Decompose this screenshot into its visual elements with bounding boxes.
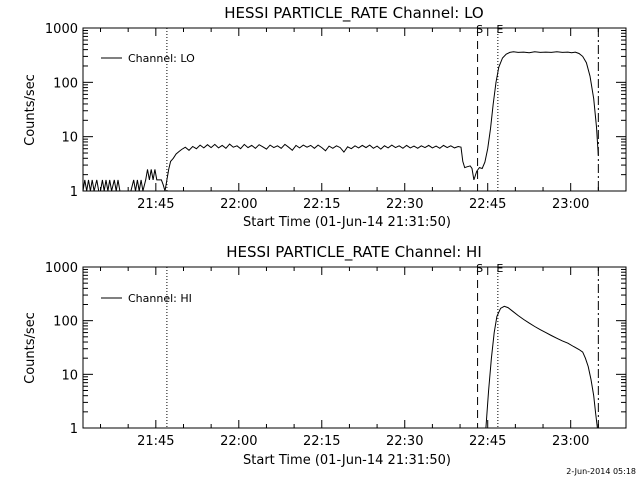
series-line (485, 305, 598, 429)
y-axis-label: Counts/sec (23, 74, 38, 146)
x-tick-label: 22:15 (303, 197, 340, 212)
x-axis-label: Start Time (01-Jun-14 21:31:50) (243, 215, 451, 230)
legend-label: Channel: LO (128, 52, 195, 65)
panel-hi: HESSI PARTICLE_RATE Channel: HI Start Ti… (23, 243, 627, 468)
x-tick-label: 22:45 (469, 197, 506, 212)
x-axis-label: Start Time (01-Jun-14 21:31:50) (243, 453, 451, 468)
x-tick-label: 22:15 (303, 434, 340, 449)
x-tick-label: 22:45 (469, 434, 506, 449)
footer-timestamp: 2-Jun-2014 05:18 (566, 467, 636, 476)
y-tick-label: 1 (70, 422, 78, 437)
y-tick-label: 10 (61, 131, 78, 146)
x-tick-label: 23:00 (552, 434, 589, 449)
y-tick-label: 1 (70, 185, 78, 200)
chart-title: HESSI PARTICLE_RATE Channel: LO (224, 4, 483, 23)
event-marker-label: S (476, 23, 483, 36)
plot-frame (82, 266, 627, 429)
series-group (82, 51, 599, 192)
tick-group: 21:45 22:00 22:15 22:30 22:45 23:00 1 10 100 1000 (45, 22, 627, 212)
series-group (485, 305, 598, 429)
event-marker-label: E (496, 23, 503, 36)
x-tick-label: 23:00 (552, 197, 589, 212)
x-tick-label: 22:00 (220, 434, 257, 449)
x-tick-label: 22:30 (386, 197, 423, 212)
event-marker-label: S (476, 262, 483, 275)
panel-lo: HESSI PARTICLE_RATE Channel: LO Start Ti… (23, 4, 627, 230)
x-tick-label: 21:45 (137, 197, 174, 212)
legend: Channel: HI (101, 292, 192, 305)
y-tick-label: 1000 (45, 261, 78, 276)
tick-group: 21:45 22:00 22:15 22:30 22:45 23:00 1 10 100 1000 (45, 261, 627, 449)
y-axis-label: Counts/sec (23, 312, 38, 384)
x-tick-label: 22:30 (386, 434, 423, 449)
x-tick-label: 22:00 (220, 197, 257, 212)
plot-frame (82, 27, 627, 192)
y-tick-label: 100 (53, 315, 78, 330)
chart-title: HESSI PARTICLE_RATE Channel: HI (226, 243, 482, 262)
x-tick-label: 21:45 (137, 434, 174, 449)
y-tick-label: 10 (61, 368, 78, 383)
y-tick-label: 100 (53, 76, 78, 91)
series-line (82, 51, 599, 192)
y-tick-label: 1000 (45, 22, 78, 37)
legend-label: Channel: HI (128, 292, 192, 305)
event-marker-label: E (496, 262, 503, 275)
legend: Channel: LO (101, 52, 195, 65)
